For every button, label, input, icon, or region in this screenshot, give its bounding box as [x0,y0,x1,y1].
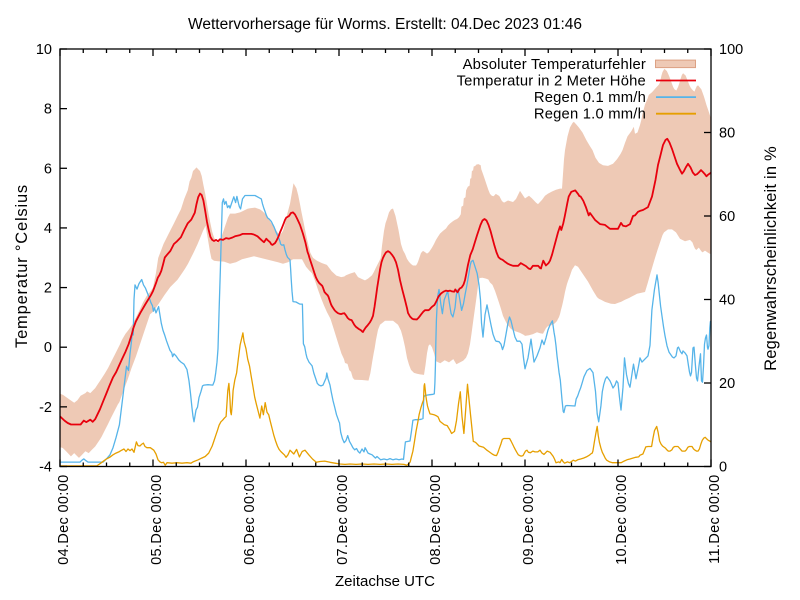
svg-text:Wettervorhersage für Worms. Er: Wettervorhersage für Worms. Erstellt: 04… [188,16,582,33]
svg-text:2: 2 [44,281,52,297]
svg-text:06.Dec 00:00: 06.Dec 00:00 [242,475,258,565]
svg-text:20: 20 [719,376,735,392]
svg-text:04.Dec 00:00: 04.Dec 00:00 [56,475,72,565]
svg-text:60: 60 [719,209,735,225]
svg-text:Zeitachse UTC: Zeitachse UTC [335,573,435,590]
svg-text:11.Dec 00:00: 11.Dec 00:00 [707,475,723,564]
svg-text:100: 100 [719,42,743,58]
svg-text:08.Dec 00:00: 08.Dec 00:00 [428,475,444,565]
svg-text:0: 0 [44,340,52,356]
svg-text:10: 10 [36,42,52,58]
svg-text:Regen 0.1 mm/h: Regen 0.1 mm/h [534,90,646,106]
svg-text:-2: -2 [39,400,52,416]
svg-text:07.Dec 00:00: 07.Dec 00:00 [335,475,351,565]
svg-text:09.Dec 00:00: 09.Dec 00:00 [521,475,537,565]
svg-text:8: 8 [44,102,52,118]
svg-text:Temperatur °Celsius: Temperatur °Celsius [13,184,31,348]
svg-text:Regenwahrscheinlichkeit in %: Regenwahrscheinlichkeit in % [762,146,780,371]
svg-text:Regen 1.0 mm/h: Regen 1.0 mm/h [534,107,646,123]
svg-text:-4: -4 [39,460,52,476]
svg-text:6: 6 [44,161,52,177]
svg-text:0: 0 [719,460,727,476]
svg-text:Absoluter Temperaturfehler: Absoluter Temperaturfehler [463,57,646,73]
svg-text:10.Dec 00:00: 10.Dec 00:00 [614,475,630,565]
svg-text:40: 40 [719,293,735,309]
svg-text:4: 4 [44,221,52,237]
svg-text:Temperatur in 2 Meter Höhe: Temperatur in 2 Meter Höhe [457,74,646,90]
svg-text:80: 80 [719,126,735,142]
svg-text:05.Dec 00:00: 05.Dec 00:00 [149,475,165,565]
